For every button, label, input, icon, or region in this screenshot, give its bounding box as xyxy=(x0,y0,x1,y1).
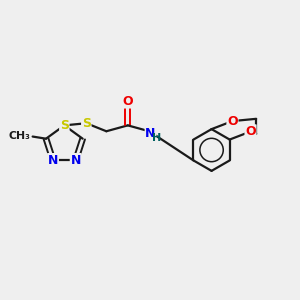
Text: N: N xyxy=(145,127,156,140)
Text: N: N xyxy=(70,154,81,167)
Text: N: N xyxy=(48,154,58,167)
Text: S: S xyxy=(60,119,69,132)
Text: O: O xyxy=(245,125,256,138)
Text: CH₃: CH₃ xyxy=(9,131,31,141)
Text: O: O xyxy=(227,115,238,128)
Text: O: O xyxy=(122,95,133,108)
Text: S: S xyxy=(82,117,91,130)
Text: H: H xyxy=(152,133,161,143)
